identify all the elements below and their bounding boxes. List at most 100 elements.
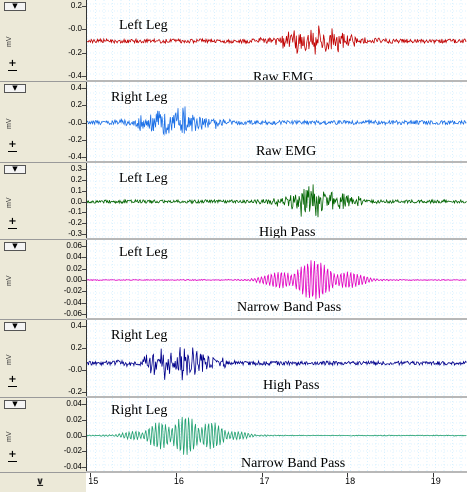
channel-panel: ▼ mV +0.04 0.02 0.00 -0.02 -0.04 Right Leg Narro… <box>0 398 467 473</box>
x-tick-label: 18 <box>345 476 356 486</box>
channel-label: Right Leg <box>111 90 168 105</box>
unit-label: mV <box>6 197 13 208</box>
channel-label: Left Leg <box>119 18 168 33</box>
panel-divider[interactable] <box>86 318 467 320</box>
axis-settings-icon[interactable]: ⊻ <box>36 478 45 489</box>
y-tick-label: -0.02 <box>63 286 82 296</box>
zoom-in-button[interactable]: + <box>8 374 17 385</box>
y-tick-label: -0.2 <box>68 134 82 144</box>
y-tick-mark <box>82 370 86 371</box>
time-axis-side: ⊻ <box>0 473 86 492</box>
signal-trace <box>87 25 467 55</box>
channel-label: Left Leg <box>119 171 168 186</box>
signal-trace <box>87 260 467 300</box>
y-tick-mark <box>82 419 86 421</box>
y-tick-mark <box>82 246 86 247</box>
channel-dropdown-button[interactable]: ▼ <box>4 322 26 331</box>
time-axis: ⊻ 15 16 17 18 19 <box>0 473 467 492</box>
panel-divider[interactable] <box>86 396 467 398</box>
y-tick-label: -0.04 <box>63 462 82 471</box>
y-tick-mark <box>82 257 86 259</box>
y-tick-label: 0.4 <box>70 321 82 330</box>
plot-grid <box>87 0 467 80</box>
channel-dropdown-button[interactable]: ▼ <box>4 84 26 93</box>
waveform-plot[interactable]: Right Leg High Pass <box>86 320 467 398</box>
zoom-in-button[interactable]: + <box>8 58 17 69</box>
unit-label: mV <box>6 431 13 442</box>
y-tick-label: -0.0 <box>68 117 82 127</box>
y-tick-mark <box>82 88 86 89</box>
panel-controls: ▼ mV +0.2 -0.0 -0.2 -0.4 <box>0 0 86 82</box>
x-tick-label: 16 <box>173 476 184 486</box>
waveform-plot[interactable]: Left Leg Raw EMG <box>86 0 467 85</box>
y-tick-mark <box>82 52 86 54</box>
y-tick-mark <box>82 76 86 77</box>
x-tick-mark <box>261 473 263 477</box>
y-tick-label: 0.2 <box>70 343 82 352</box>
signal-type-label: Raw EMG <box>256 144 317 159</box>
panel-controls: ▼ mV +0.4 0.2 -0.0 -0.2 <box>0 320 86 398</box>
zoom-in-button[interactable]: + <box>8 139 17 150</box>
zoom-out-button[interactable] <box>8 151 17 161</box>
zoom-in-button[interactable]: + <box>8 449 17 460</box>
y-tick-label: -0.2 <box>68 218 82 228</box>
zoom-out-button[interactable] <box>8 228 17 238</box>
y-tick-label: -0.4 <box>68 152 82 161</box>
y-tick-mark <box>82 157 86 158</box>
zoom-out-button[interactable] <box>8 70 17 80</box>
y-tick-mark <box>82 326 86 327</box>
y-tick-label: 0.3 <box>70 164 82 173</box>
panel-divider[interactable] <box>86 161 467 163</box>
y-tick-mark <box>82 268 86 270</box>
panel-divider[interactable] <box>86 238 467 240</box>
y-tick-label: -0.3 <box>68 229 82 238</box>
y-tick-label: 0.06 <box>66 241 82 250</box>
y-tick-label: -0.02 <box>63 446 82 456</box>
x-tick-mark <box>175 473 177 477</box>
channel-dropdown-button[interactable]: ▼ <box>4 165 26 174</box>
y-tick-label: -0.06 <box>63 309 82 318</box>
waveform-plot[interactable]: Left Leg High Pass <box>86 163 467 240</box>
y-tick-label: -0.2 <box>68 47 82 57</box>
channel-dropdown-button[interactable]: ▼ <box>4 242 26 251</box>
signal-trace <box>87 106 467 136</box>
unit-label: mV <box>6 118 13 129</box>
y-tick-mark <box>82 29 86 31</box>
y-tick-mark <box>82 169 86 170</box>
waveform-plot[interactable]: Right Leg Raw EMG <box>86 82 467 163</box>
waveform-plot[interactable]: Left Leg Narrow Band Pass <box>86 240 467 320</box>
y-tick-mark <box>82 122 86 124</box>
x-tick-label: 15 <box>88 476 99 486</box>
y-tick-label: 0.0 <box>70 196 82 206</box>
waveform-svg <box>87 163 467 238</box>
zoom-out-button[interactable] <box>8 386 17 396</box>
signal-type-label: Narrow Band Pass <box>241 456 346 471</box>
x-tick-mark <box>432 473 434 477</box>
waveform-svg <box>87 320 467 396</box>
y-tick-label: -0.2 <box>68 387 82 396</box>
channel-label: Left Leg <box>119 245 168 260</box>
waveform-svg <box>87 0 467 80</box>
zoom-in-button[interactable]: + <box>8 216 17 227</box>
waveform-plot[interactable]: Right Leg Narrow Band Pass <box>86 398 467 473</box>
y-tick-mark <box>82 190 86 192</box>
channel-panel: ▼ mV +0.2 -0.0 -0.2 -0.4 Left Leg Raw EMG <box>0 0 467 85</box>
channel-label: Right Leg <box>111 403 168 418</box>
panel-divider[interactable] <box>86 80 467 82</box>
panel-controls: ▼ mV +0.3 0.2 0.1 0.0 -0.1 -0.2 -0.3 <box>0 163 86 240</box>
panel-divider[interactable] <box>86 471 467 473</box>
y-tick-label: 0.00 <box>66 430 82 440</box>
channel-panel: ▼ mV 0.06 0.04 0.02 0.00 -0.02 -0.04 -0.06 Left L… <box>0 240 467 320</box>
y-tick-mark <box>82 179 86 181</box>
zoom-out-button[interactable] <box>8 461 17 471</box>
y-tick-mark <box>82 291 86 293</box>
signal-trace <box>87 184 467 218</box>
y-tick-label: 0.2 <box>70 174 82 184</box>
waveform-svg <box>87 398 467 471</box>
y-tick-mark <box>82 212 86 214</box>
channel-dropdown-button[interactable]: ▼ <box>4 2 26 11</box>
y-tick-mark <box>82 6 86 7</box>
y-tick-label: 0.2 <box>70 100 82 110</box>
panel-controls: ▼ mV 0.06 0.04 0.02 0.00 -0.02 -0.04 -0.06 <box>0 240 86 320</box>
channel-dropdown-button[interactable]: ▼ <box>4 400 26 409</box>
